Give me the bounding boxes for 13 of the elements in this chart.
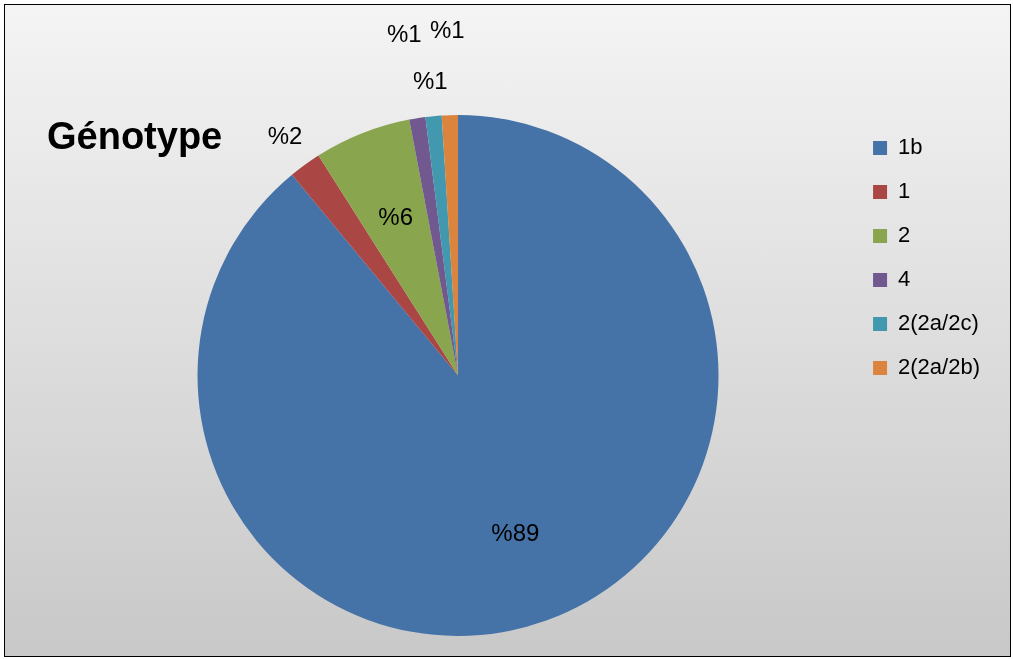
legend-label: 2(2a/2b): [898, 354, 981, 380]
data-label: %89: [491, 519, 540, 547]
legend-label: 1b: [898, 134, 923, 160]
data-label: %1: [429, 16, 465, 44]
legend-label: 2: [898, 222, 911, 248]
legend-label: 4: [898, 266, 911, 292]
data-label: %2: [267, 121, 303, 149]
data-label: %1: [386, 20, 422, 48]
data-label: %6: [378, 202, 414, 230]
data-label: %1: [412, 67, 448, 95]
legend-label: 2(2a/2c): [898, 310, 979, 336]
legend-label: 1: [898, 178, 911, 204]
text: Génotype: [47, 115, 223, 158]
